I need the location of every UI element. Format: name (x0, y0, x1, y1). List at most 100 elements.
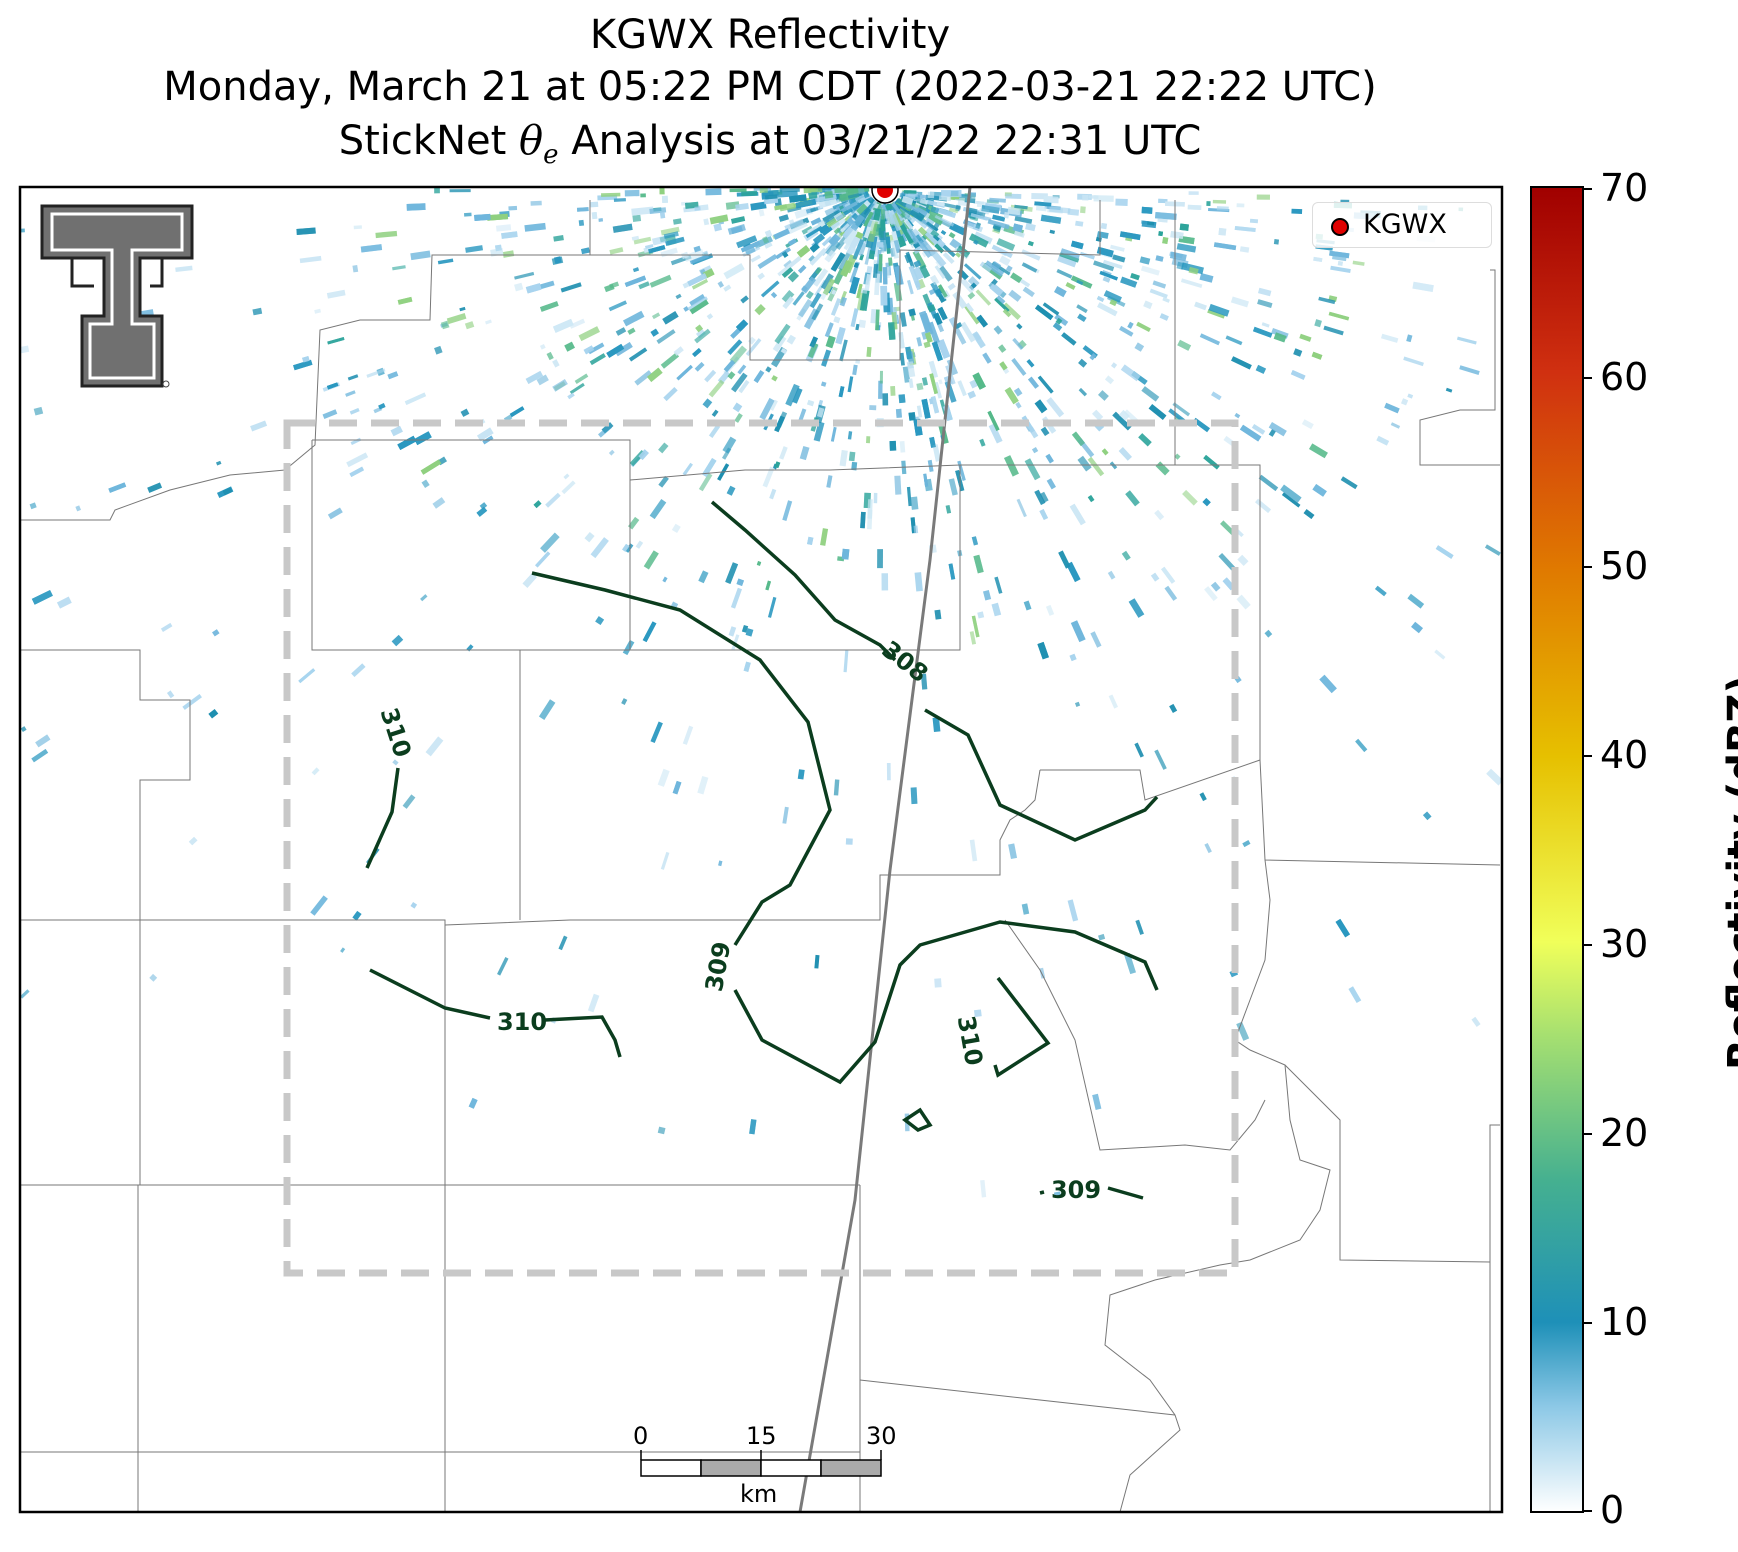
echo-pixel (967, 390, 977, 399)
echo-pixel (29, 502, 37, 510)
echo-pixel (905, 346, 913, 360)
echo-pixel (208, 708, 219, 719)
echo-pixel (651, 235, 667, 246)
echo-pixel (1255, 364, 1267, 374)
echo-pixel (1182, 489, 1198, 506)
echo-pixel (846, 235, 861, 256)
echo-pixel (671, 523, 681, 534)
echo-pixel (1034, 399, 1048, 414)
echo-pixel (763, 198, 779, 205)
echo-pixel (929, 373, 939, 395)
echo-pixel (1230, 296, 1249, 308)
echo-pixel (1204, 842, 1212, 854)
echo-pixel (1112, 411, 1132, 431)
echo-pixel (725, 562, 739, 584)
echo-pixel (1008, 843, 1018, 860)
echo-pixel (631, 206, 654, 216)
echo-pixel (848, 451, 856, 462)
county-line (1040, 759, 1261, 801)
echo-pixel (781, 267, 794, 278)
echo-pixel (1459, 365, 1480, 375)
echo-pixel (708, 379, 725, 398)
echo-pixel (859, 253, 865, 261)
title-line-3: StickNet θe Analysis at 03/21/22 22:31 U… (20, 118, 1520, 170)
echo-pixel (980, 1180, 987, 1198)
echo-pixel (818, 224, 829, 234)
echo-pixel (888, 257, 893, 266)
echo-pixel (1136, 321, 1151, 333)
echo-pixel (1154, 212, 1177, 220)
echo-pixel (1096, 295, 1105, 303)
echo-pixel (850, 308, 859, 328)
echo-pixel (1125, 490, 1140, 507)
echo-pixel (216, 460, 222, 466)
echo-pixel (420, 459, 442, 475)
echo-pixel (760, 280, 780, 298)
echo-pixel (1037, 641, 1049, 660)
echo-pixel (906, 361, 916, 378)
echo-pixel (880, 285, 888, 306)
echo-pixel (1100, 222, 1108, 230)
scalebar-tick-0: 0 (633, 1422, 649, 1450)
echo-pixel (552, 318, 574, 333)
scalebar-segment (700, 1459, 762, 1477)
title-line-3-suffix: Analysis at 03/21/22 22:31 UTC (558, 118, 1202, 164)
echo-pixel (1118, 409, 1130, 421)
legend: KGWX (1312, 202, 1492, 248)
echo-pixel (1299, 333, 1312, 342)
echo-pixel (468, 1097, 478, 1109)
echo-pixel (1188, 266, 1199, 275)
echo-pixel (1281, 492, 1301, 508)
echo-pixel (1313, 256, 1323, 263)
echo-pixel (646, 367, 663, 383)
echo-pixel (849, 276, 860, 295)
echo-pixel (903, 190, 917, 194)
echo-pixel (661, 195, 668, 204)
echo-pixel (1213, 242, 1237, 251)
echo-pixel (777, 262, 793, 277)
echo-pixel (108, 482, 127, 493)
echo-pixel (717, 281, 724, 288)
echo-pixel (660, 226, 680, 236)
echo-pixel (805, 225, 823, 239)
echo-pixel (360, 244, 383, 253)
echo-pixel (672, 218, 682, 225)
echo-pixel (1027, 376, 1039, 389)
echo-pixel (830, 298, 842, 316)
echo-pixel (638, 449, 649, 460)
echo-pixel (741, 190, 758, 197)
echo-pixel (713, 223, 722, 232)
echo-pixel (774, 323, 791, 344)
echo-pixel (835, 233, 844, 241)
echo-pixel (1118, 447, 1133, 461)
echo-pixel (705, 188, 722, 196)
contour-label-309: 309 (1051, 1176, 1101, 1204)
echo-pixel (465, 245, 483, 253)
echo-pixel (822, 209, 842, 223)
echo-pixel (1082, 194, 1089, 201)
echo-pixel (901, 195, 914, 205)
echo-pixel (1301, 419, 1314, 430)
echo-pixel (1376, 435, 1390, 446)
echo-pixel (984, 260, 1005, 277)
echo-pixel (631, 235, 640, 241)
echo-pixel (955, 251, 962, 258)
echo-pixel (764, 242, 773, 249)
echo-pixel (727, 371, 736, 380)
echo-pixel (182, 693, 202, 710)
echo-pixel (1401, 398, 1409, 406)
echo-pixel (753, 370, 765, 383)
echo-pixel (704, 369, 717, 383)
reflectivity-echoes (20, 187, 1502, 1198)
echo-pixel (814, 954, 820, 969)
echo-pixel (509, 406, 525, 418)
echo-pixel (900, 224, 914, 244)
echo-pixel (895, 211, 905, 222)
echo-pixel (1021, 903, 1030, 915)
echo-pixel (1143, 300, 1153, 310)
echo-pixel (1015, 401, 1022, 409)
echo-pixel (896, 235, 907, 248)
echo-pixel (987, 410, 1000, 431)
echo-pixel (1134, 342, 1145, 352)
echo-pixel (349, 466, 364, 478)
